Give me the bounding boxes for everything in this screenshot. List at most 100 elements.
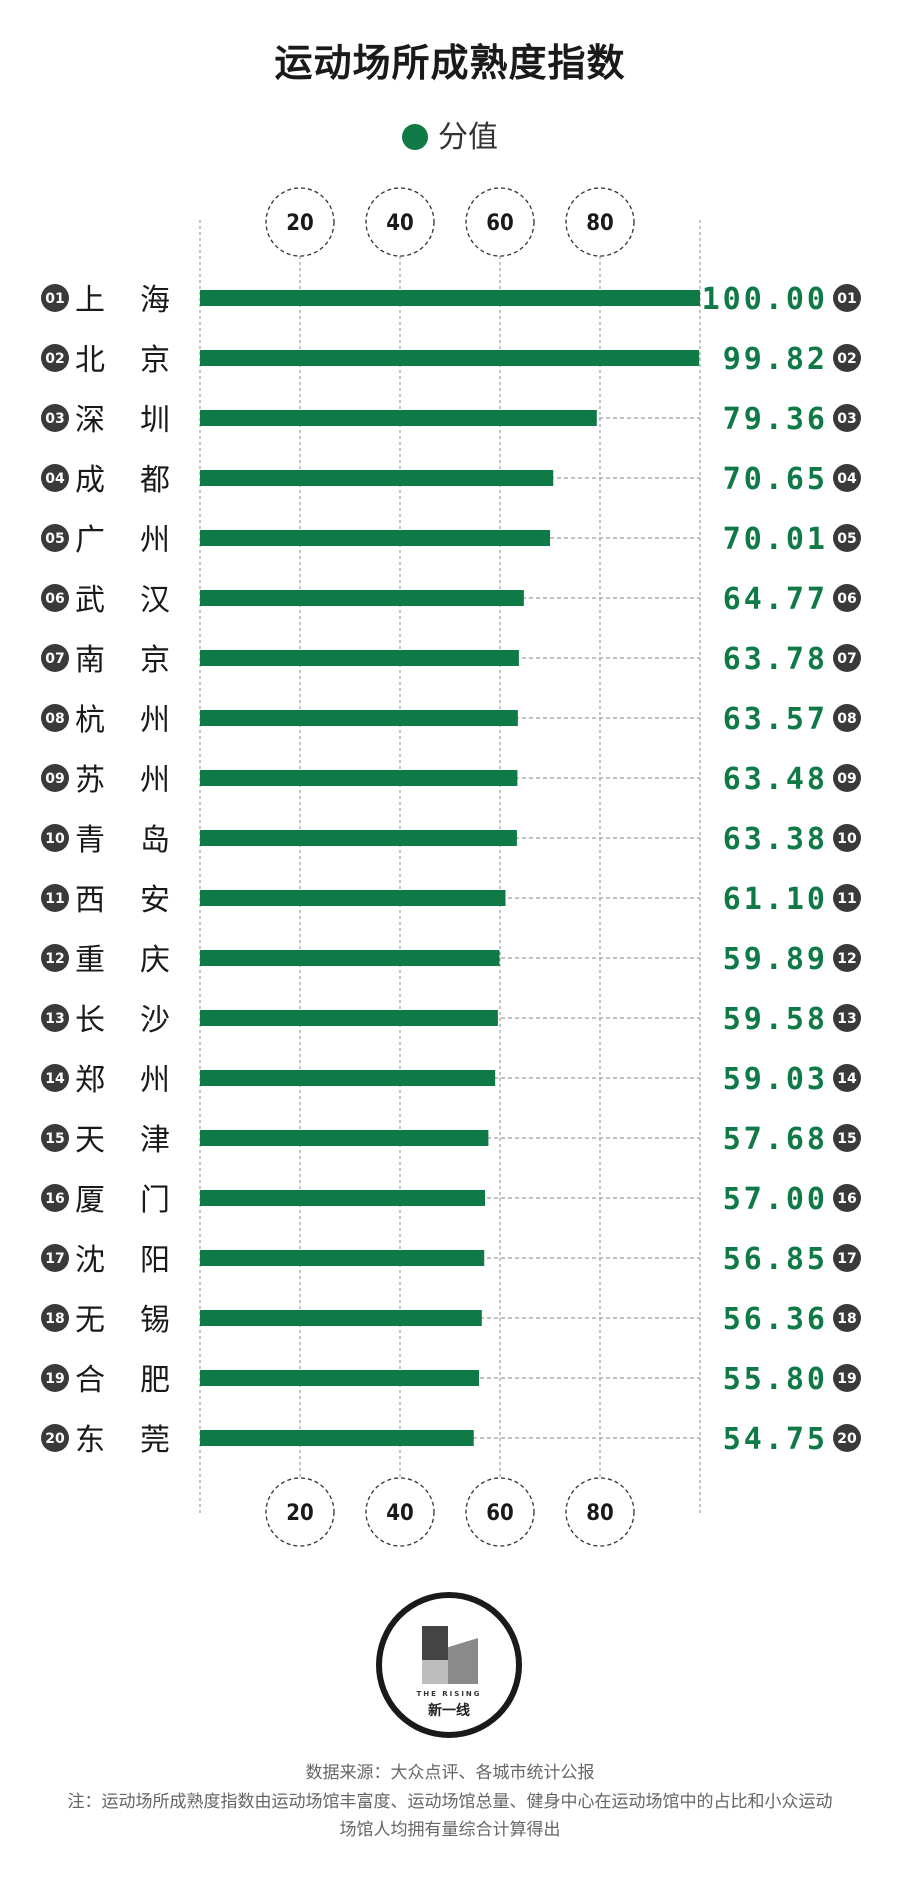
- rank-label-right: 10: [837, 831, 857, 847]
- rank-badge-left: [41, 1304, 69, 1332]
- city-char-2: 岛: [140, 823, 170, 858]
- data-label: 59.58: [723, 1002, 828, 1037]
- city-char-1: 广: [75, 523, 105, 558]
- rank-badge-left: [41, 1244, 69, 1272]
- footnote: 注：运动场所成熟度指数由运动场馆丰富度、运动场馆总量、健身中心在运动场馆中的占比…: [67, 1792, 833, 1840]
- rank-label-right: 07: [837, 651, 856, 667]
- rank-label-right: 14: [837, 1071, 857, 1087]
- city-char-2: 莞: [140, 1423, 170, 1458]
- rank-badge-left: [41, 764, 69, 792]
- tick-label-bottom: 80: [586, 1501, 614, 1526]
- legend-swatch: [402, 124, 428, 150]
- rank-badge-right: [833, 344, 861, 372]
- rank-badge-left: [41, 1424, 69, 1452]
- rank-badge-right: [833, 1064, 861, 1092]
- city-char-2: 海: [140, 283, 170, 318]
- rank-badge-right: [833, 644, 861, 672]
- rank-label-left: 10: [45, 831, 65, 847]
- bar: [200, 410, 597, 426]
- rank-badge-right: [833, 1004, 861, 1032]
- city-char-1: 成: [75, 463, 105, 498]
- rank-label-left: 13: [45, 1011, 64, 1027]
- city-char-1: 无: [75, 1303, 105, 1338]
- rank-badge-left: [41, 1004, 69, 1032]
- data-label: 70.65: [723, 462, 828, 497]
- city-char-2: 州: [140, 703, 170, 738]
- city-char-2: 安: [140, 883, 170, 918]
- data-source: 数据来源：大众点评、各城市统计公报: [305, 1763, 595, 1783]
- rank-label-left: 15: [45, 1131, 64, 1147]
- bar: [200, 1250, 485, 1266]
- rank-label-left: 04: [45, 471, 65, 487]
- rank-label-left: 02: [45, 351, 64, 367]
- rank-label-right: 06: [837, 591, 856, 607]
- tick-circle-bottom: [365, 1477, 435, 1547]
- rank-label-right: 03: [837, 411, 856, 427]
- rank-label-right: 11: [837, 891, 856, 907]
- rank-badge-right: [833, 704, 861, 732]
- rank-label-right: 02: [837, 351, 856, 367]
- tick-label-top: 80: [586, 211, 614, 236]
- rank-badge-right: [833, 284, 861, 312]
- rank-badge-left: [41, 644, 69, 672]
- rank-label-left: 05: [45, 531, 64, 547]
- rank-label-left: 16: [45, 1191, 64, 1207]
- bar-chart: 20 40 60 80 20 40 60 80 01 上海 100.00 01 02 北京 99.82 02 0…: [41, 187, 861, 1547]
- city-char-2: 州: [140, 523, 170, 558]
- data-label: 63.57: [723, 702, 828, 737]
- rank-badge-right: [833, 464, 861, 492]
- rank-label-left: 06: [45, 591, 64, 607]
- bar: [200, 1190, 485, 1206]
- rank-badge-left: [41, 824, 69, 852]
- data-label: 56.36: [723, 1302, 828, 1337]
- rank-badge-right: [833, 1184, 861, 1212]
- tick-circle-bottom: [265, 1477, 335, 1547]
- rank-badge-right: [833, 1424, 861, 1452]
- rank-label-left: 11: [45, 891, 64, 907]
- city-char-2: 门: [140, 1183, 170, 1218]
- legend-label: 分值: [438, 120, 498, 155]
- tick-label-bottom: 20: [286, 1501, 314, 1526]
- rank-label-left: 19: [45, 1371, 64, 1387]
- rank-badge-left: [41, 524, 69, 552]
- rank-label-left: 14: [45, 1071, 65, 1087]
- bar: [200, 590, 524, 606]
- city-char-2: 沙: [140, 1003, 170, 1038]
- data-label: 70.01: [723, 522, 828, 557]
- rank-badge-left: [41, 1124, 69, 1152]
- logo-brand-cn: 新一线: [428, 1703, 470, 1719]
- bar: [200, 470, 554, 486]
- tick-circle-top: [265, 187, 335, 257]
- city-char-2: 州: [140, 763, 170, 798]
- data-label: 59.89: [723, 942, 828, 977]
- logo-mark-light: [422, 1660, 448, 1684]
- bar: [200, 530, 551, 546]
- data-label: 55.80: [723, 1362, 828, 1397]
- city-char-1: 重: [75, 943, 105, 978]
- rank-badge-left: [41, 284, 69, 312]
- logo-mark-grey: [448, 1638, 478, 1684]
- data-label: 59.03: [723, 1062, 828, 1097]
- city-char-1: 天: [75, 1123, 105, 1158]
- rank-label-left: 01: [45, 291, 64, 307]
- city-char-2: 津: [140, 1123, 170, 1158]
- rank-badge-right: [833, 1124, 861, 1152]
- city-char-2: 圳: [140, 403, 170, 438]
- tick-label-top: 40: [386, 211, 414, 236]
- tick-circle-top: [565, 187, 635, 257]
- rank-label-right: 19: [837, 1371, 856, 1387]
- rank-badge-right: [833, 1304, 861, 1332]
- rank-label-right: 20: [837, 1431, 857, 1447]
- city-char-1: 上: [75, 283, 105, 318]
- tick-circle-top: [365, 187, 435, 257]
- rank-label-left: 08: [45, 711, 64, 727]
- tick-label-top: 20: [286, 211, 314, 236]
- rank-label-right: 15: [837, 1131, 856, 1147]
- city-char-2: 京: [140, 343, 170, 378]
- rank-label-right: 05: [837, 531, 856, 547]
- bar: [200, 1310, 482, 1326]
- rank-label-right: 12: [837, 951, 856, 967]
- bar: [200, 830, 517, 846]
- city-char-1: 深: [75, 403, 105, 438]
- bar: [200, 950, 500, 966]
